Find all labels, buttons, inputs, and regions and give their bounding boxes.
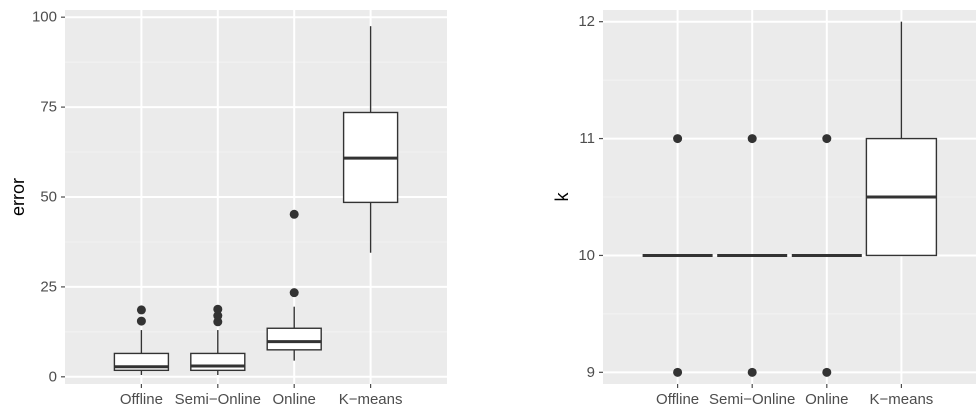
- outlier-point: [747, 134, 757, 144]
- box-offline: [113, 305, 170, 376]
- box-k-means: [865, 21, 938, 257]
- x-axis: Offline Semi−Online Online K−means: [656, 384, 933, 408]
- box-online: [791, 134, 862, 377]
- y-tick-label: 25: [40, 278, 57, 295]
- box-k-means: [342, 26, 399, 253]
- y-tick-label: 11: [579, 130, 595, 147]
- outlier-point: [136, 305, 146, 315]
- x-tick-label: Online: [805, 391, 848, 408]
- y-tick-label: 0: [49, 368, 57, 385]
- x-tick-label: Offline: [656, 391, 699, 408]
- y-tick-label: 100: [32, 9, 57, 26]
- outlier-point: [213, 311, 223, 321]
- x-tick-label: Offline: [120, 391, 163, 408]
- outlier-point: [673, 367, 683, 377]
- box-semi-online: [190, 304, 246, 376]
- outlier-point: [822, 367, 832, 377]
- y-tick-label: 75: [40, 99, 57, 116]
- y-axis-title: k: [552, 192, 572, 202]
- outlier-point: [673, 134, 683, 144]
- y-tick-label: 12: [578, 13, 595, 30]
- y-tick-label: 50: [40, 189, 57, 206]
- x-tick-label: K−means: [339, 391, 403, 408]
- box-offline: [642, 134, 713, 377]
- outlier-point: [289, 209, 299, 219]
- outlier-point: [289, 288, 299, 298]
- chart-k: 9 10 11 12 Offline Semi−Online Online K−means k: [552, 10, 976, 408]
- x-tick-label: Semi−Online: [709, 391, 795, 408]
- chart-error: 0 25 50 75 100 Offline Semi−Online Online K−mean…: [8, 9, 447, 408]
- y-axis: 9 10 11 12: [578, 13, 603, 381]
- outlier-point: [136, 316, 146, 326]
- x-axis: Offline Semi−Online Online K−means: [120, 384, 403, 408]
- box-semi-online: [717, 134, 788, 377]
- outlier-point: [213, 304, 223, 314]
- y-axis-title: error: [8, 178, 28, 216]
- x-tick-label: K−means: [870, 391, 934, 408]
- x-tick-label: Semi−Online: [175, 391, 261, 408]
- outlier-point: [822, 134, 832, 144]
- box-body: [190, 352, 246, 372]
- box-online: [266, 209, 322, 361]
- y-tick-label: 9: [587, 364, 595, 381]
- x-tick-label: Online: [273, 391, 316, 408]
- box-body: [266, 327, 322, 351]
- y-axis: 0 25 50 75 100: [32, 9, 65, 385]
- outlier-point: [747, 367, 757, 377]
- y-tick-label: 10: [578, 247, 595, 264]
